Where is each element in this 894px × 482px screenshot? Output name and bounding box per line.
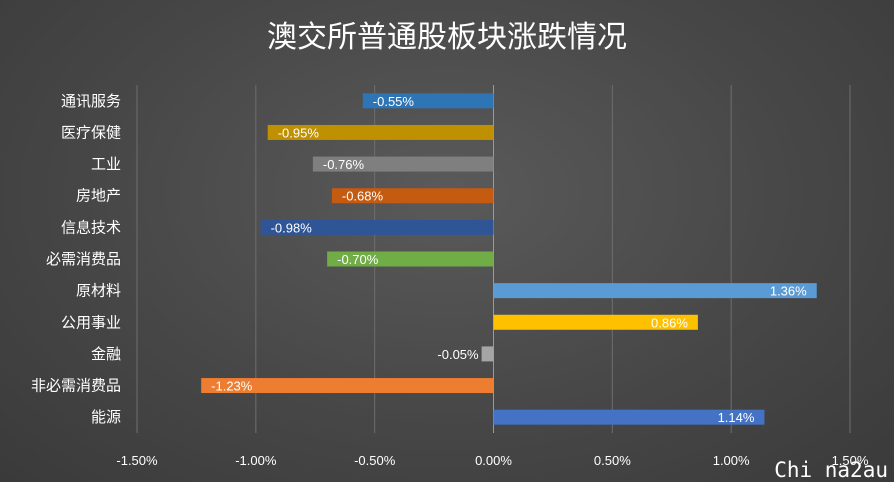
- bars: [201, 93, 817, 425]
- category-label: 必需消费品: [46, 250, 121, 268]
- x-tick-label: -1.00%: [235, 453, 277, 468]
- bar: [362, 93, 494, 109]
- bar: [481, 346, 494, 362]
- category-label: 非必需消费品: [31, 377, 121, 395]
- category-label: 公用事业: [61, 313, 121, 331]
- bar: [493, 409, 765, 425]
- data-label: -0.95%: [278, 125, 320, 140]
- data-labels: -0.55% -0.95% -0.76% -0.68% -0.98% -0.70% 1.36…: [211, 94, 807, 425]
- x-tick-label: -1.50%: [116, 453, 158, 468]
- data-label: 1.36%: [770, 284, 807, 299]
- bar: [260, 219, 494, 235]
- chart-title: 澳交所普通股板块涨跌情况: [267, 20, 627, 55]
- data-label: 0.86%: [651, 315, 688, 330]
- data-label: -1.23%: [211, 379, 253, 394]
- watermark: Chi na2au: [774, 458, 888, 482]
- x-tick-label: 1.50%: [832, 453, 869, 468]
- bar: [201, 378, 494, 394]
- bar: [327, 251, 494, 267]
- category-label: 房地产: [76, 187, 121, 205]
- data-label: -0.70%: [337, 252, 379, 267]
- category-label: 工业: [91, 155, 121, 173]
- data-label: -0.98%: [271, 220, 313, 235]
- data-label: 1.14%: [718, 410, 755, 425]
- category-label: 原材料: [76, 282, 121, 300]
- data-label: -0.76%: [323, 157, 365, 172]
- x-tick-label: -0.50%: [354, 453, 396, 468]
- category-label: 医疗保健: [61, 123, 121, 141]
- data-label: -0.05%: [437, 347, 479, 362]
- data-label: -0.68%: [342, 189, 384, 204]
- x-tick-label: 1.00%: [713, 453, 750, 468]
- bar: [493, 283, 817, 299]
- bar: [312, 156, 494, 172]
- category-label: 能源: [91, 408, 121, 426]
- bar: [493, 314, 698, 330]
- bar: [267, 124, 494, 140]
- data-label: -0.55%: [373, 94, 415, 109]
- category-label: 通讯服务: [61, 92, 121, 110]
- x-tick-label: 0.00%: [475, 453, 512, 468]
- bar: [331, 188, 494, 204]
- category-label: 信息技术: [61, 218, 121, 236]
- x-tick-labels: -1.50% -1.00% -0.50% 0.00% 0.50% 1.00% 1.50%: [116, 453, 868, 468]
- x-tick-label: 0.50%: [594, 453, 631, 468]
- category-label: 金融: [91, 345, 121, 363]
